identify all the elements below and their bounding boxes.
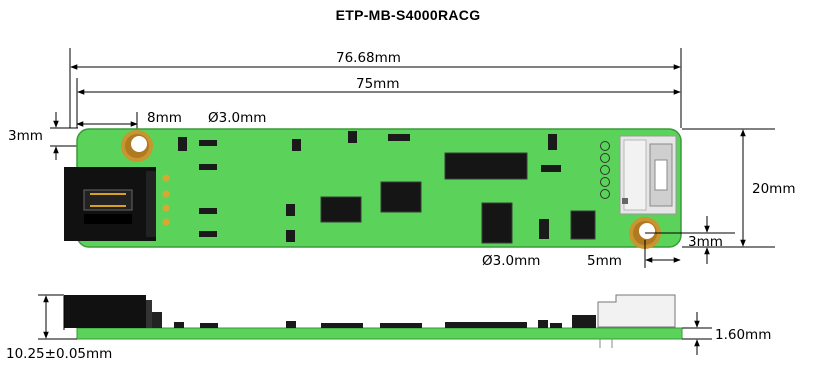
mounting-hole-bottom-right (629, 217, 661, 249)
hole-offset-y-top-label: 3mm (8, 128, 43, 144)
board-length-label: 75mm (356, 76, 399, 92)
mounting-hole-top-left (121, 130, 153, 162)
overall-length-label: 76.68mm (336, 50, 401, 66)
board-width-dimension (682, 128, 775, 248)
connector-height-label: 10.25±0.05mm (6, 346, 112, 362)
power-connector (64, 167, 170, 241)
pcb-side-view (63, 294, 683, 348)
overall-length-dimension (69, 48, 682, 128)
usb-connector (600, 135, 677, 215)
ic-chips (320, 152, 596, 244)
board-length-dimension (76, 78, 681, 128)
board-width-label: 20mm (752, 181, 795, 197)
connector-height-dimension (38, 294, 77, 340)
smd-components (178, 131, 561, 242)
diagram-title: ETP-MB-S4000RACG (335, 7, 481, 23)
board-thickness-dimension (682, 312, 712, 355)
hole-offset-x-label: 8mm (147, 110, 182, 126)
hole-diameter-top-label: Ø3.0mm (208, 110, 266, 126)
hole-offset-y-bottom-dimension (645, 216, 735, 264)
pcb-top-view (64, 128, 682, 249)
hole-offset-x-bottom-dimension (644, 240, 681, 268)
board-thickness-label: 1.60mm (715, 327, 771, 343)
hole-offset-x-bottom-label: 5mm (587, 253, 622, 269)
hole-offset-x-dimension (76, 112, 138, 130)
hole-diameter-bottom-label: Ø3.0mm (482, 253, 540, 269)
hole-offset-y-bottom-label: 3mm (688, 234, 723, 250)
